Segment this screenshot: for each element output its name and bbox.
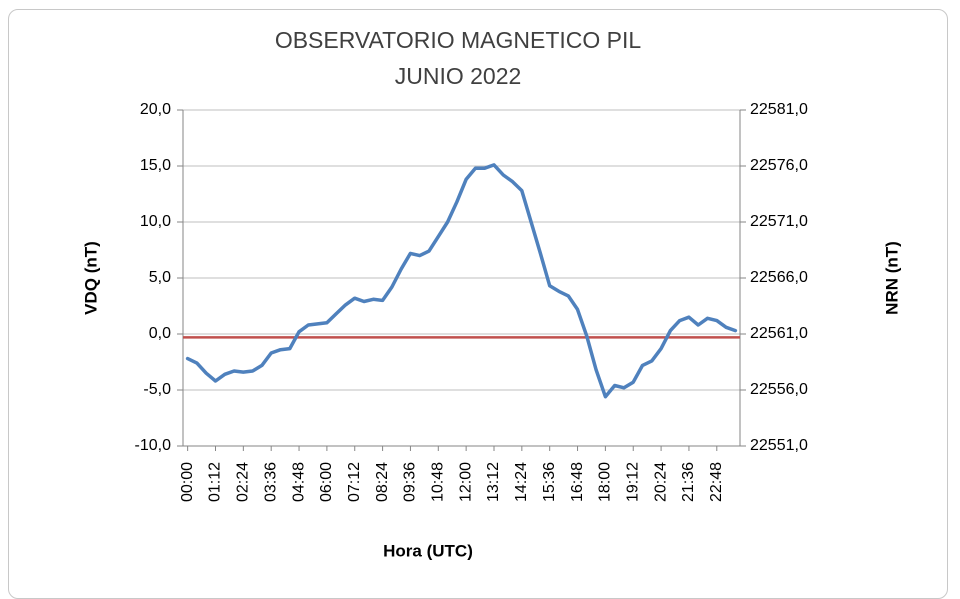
data-line	[185, 163, 738, 399]
chart-title: OBSERVATORIO MAGNETICO PIL	[275, 27, 642, 53]
x-tick-label: 21:36	[680, 462, 697, 502]
y2-tick-label: 22581,0	[750, 101, 808, 118]
x-tick-label: 01:12	[207, 462, 224, 502]
y-tick-label: 0,0	[149, 325, 171, 342]
y2-tick-label: 22576,0	[750, 157, 808, 174]
y-tick-label: 20,0	[140, 101, 171, 118]
y-axis-title: VDQ (nT)	[81, 241, 100, 315]
x-tick-label: 14:24	[513, 462, 530, 502]
y-tick-label: -5,0	[143, 381, 171, 398]
y2-tick-label: 22551,0	[750, 437, 808, 454]
y2-tick-label: 22571,0	[750, 213, 808, 230]
x-tick-label: 13:12	[485, 462, 502, 502]
x-tick-label: 04:48	[290, 462, 307, 502]
x-tick-label: 15:36	[541, 462, 558, 502]
x-tick-label: 07:12	[346, 462, 363, 502]
x-tick-label: 16:48	[569, 462, 586, 502]
x-tick-label: 09:36	[402, 462, 419, 502]
x-axis-title: Hora (UTC)	[383, 541, 473, 560]
x-tick-label: 00:00	[179, 462, 196, 502]
x-tick-label: 06:00	[318, 462, 335, 502]
y2-axis-title: NRN (nT)	[882, 241, 901, 315]
y-tick-label: 5,0	[149, 269, 171, 286]
x-tick-label: 18:00	[597, 462, 614, 502]
x-tick-label: 02:24	[235, 462, 252, 502]
y2-tick-label: 22566,0	[750, 269, 808, 286]
y-tick-label: 15,0	[140, 157, 171, 174]
y-tick-label: 10,0	[140, 213, 171, 230]
x-tick-label: 08:24	[374, 462, 391, 502]
y-tick-label: -10,0	[135, 437, 172, 454]
chart-subtitle: JUNIO 2022	[395, 63, 522, 89]
x-tick-label: 22:48	[708, 462, 725, 502]
x-tick-label: 19:12	[624, 462, 641, 502]
y2-tick-label: 22561,0	[750, 325, 808, 342]
x-tick-label: 20:24	[652, 462, 669, 502]
x-tick-label: 12:00	[457, 462, 474, 502]
x-tick-label: 10:48	[430, 462, 447, 502]
y2-tick-label: 22556,0	[750, 381, 808, 398]
x-tick-label: 03:36	[262, 462, 279, 502]
